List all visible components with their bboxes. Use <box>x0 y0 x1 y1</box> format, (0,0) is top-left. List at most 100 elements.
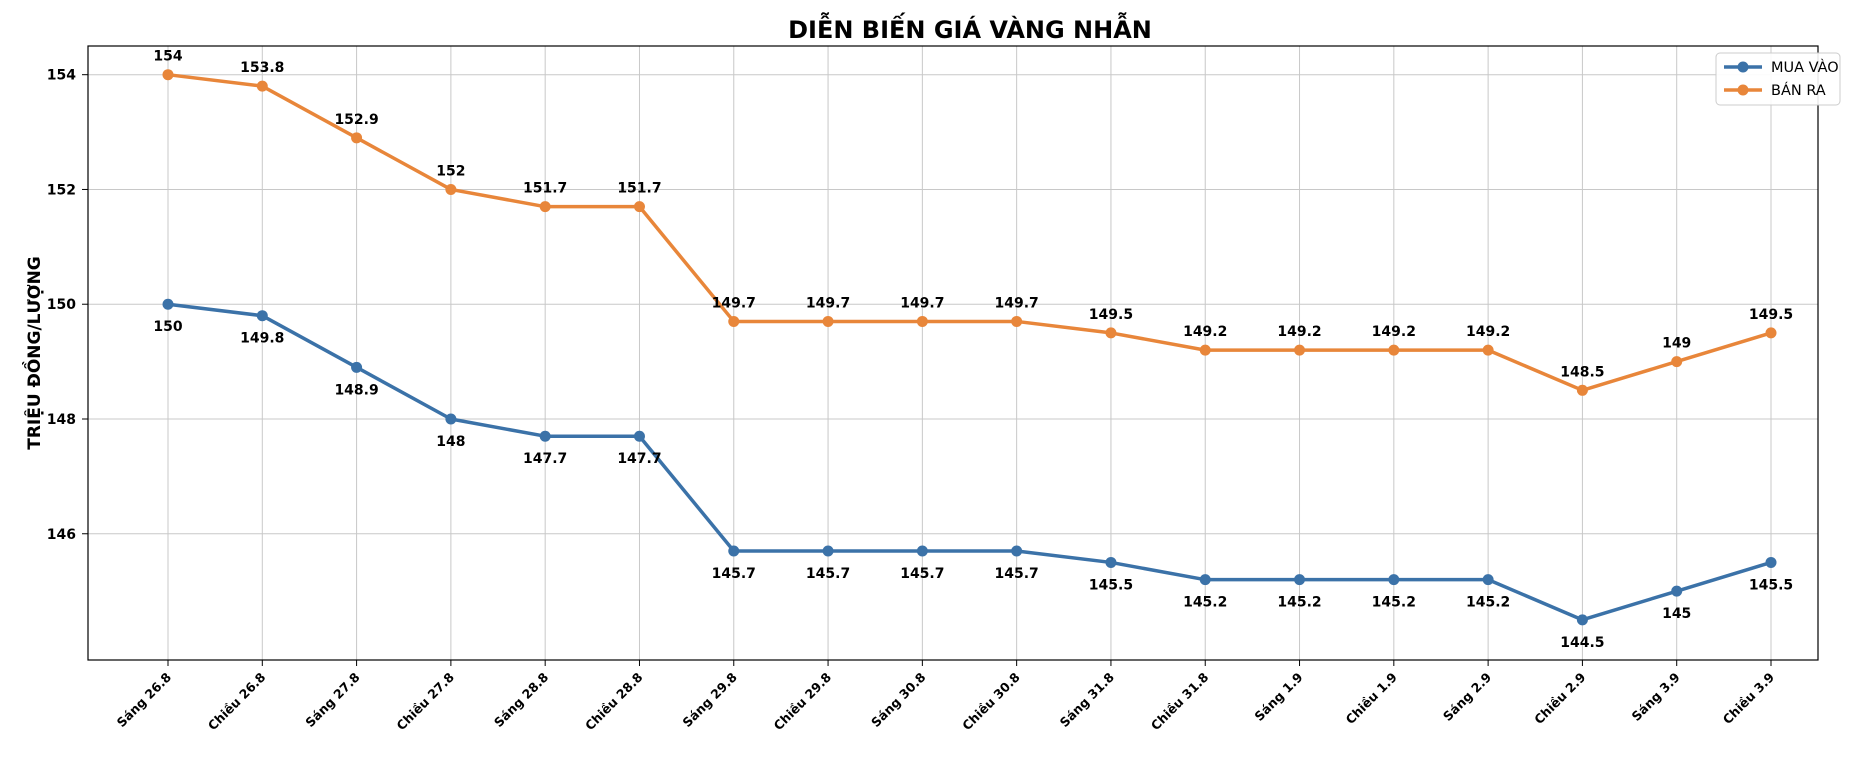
data-point <box>1388 344 1400 356</box>
tick-labels: 146 148 150 152 154 Sáng 26.8 Chiều 26.8 Sáng 2… <box>47 68 1777 733</box>
data-labels: 150 149.8 148.9 148 147.7 147.7 145.7 145.7 145.… <box>153 49 1793 651</box>
data-label: 149.7 <box>806 295 850 311</box>
data-point <box>916 545 928 557</box>
data-label: 154 <box>153 49 182 65</box>
data-point <box>1765 327 1777 339</box>
plot-frame <box>87 45 1819 661</box>
data-point <box>1482 574 1494 586</box>
legend-label: MUA VÀO <box>1771 59 1839 76</box>
data-point <box>162 69 174 81</box>
data-label: 149.2 <box>1372 324 1416 340</box>
data-label: 149.5 <box>1749 307 1793 323</box>
data-point <box>445 183 457 195</box>
data-label: 145.5 <box>1089 577 1133 593</box>
data-point <box>351 361 363 373</box>
x-tick-label: Chiều 28.8 <box>582 670 646 734</box>
data-label: 149.5 <box>1089 307 1133 323</box>
data-point <box>445 413 457 425</box>
data-label: 149.2 <box>1277 324 1321 340</box>
grid-lines <box>88 46 1818 660</box>
data-point <box>1105 556 1117 568</box>
x-tick-label: Chiều 30.8 <box>959 670 1023 734</box>
data-point <box>1388 574 1400 586</box>
data-label: 151.7 <box>617 181 661 197</box>
data-point <box>1765 556 1777 568</box>
data-label: 148 <box>436 434 465 450</box>
data-point <box>822 315 834 327</box>
data-point <box>1671 356 1683 368</box>
data-point <box>1199 344 1211 356</box>
chart-title: DIỄN BIẾN GIÁ VÀNG NHẪN <box>788 11 1152 44</box>
y-tick-label: 154 <box>47 68 76 84</box>
data-point <box>539 430 551 442</box>
data-point <box>1011 545 1023 557</box>
x-tick-label: Sáng 1.9 <box>1251 670 1305 724</box>
data-point <box>1482 344 1494 356</box>
data-point <box>633 201 645 213</box>
x-tick-label: Chiều 3.9 <box>1720 670 1777 727</box>
legend-swatch-marker <box>1737 61 1749 73</box>
series-line-0 <box>166 302 1773 622</box>
data-point <box>633 430 645 442</box>
data-label: 149.7 <box>900 295 944 311</box>
data-label: 151.7 <box>523 181 567 197</box>
y-tick-label: 146 <box>47 527 76 543</box>
data-label: 147.7 <box>523 451 567 467</box>
data-label: 152 <box>436 163 465 179</box>
series-layer <box>162 69 1777 626</box>
x-tick-label: Chiều 29.8 <box>771 670 835 734</box>
data-label: 148.5 <box>1560 364 1604 380</box>
data-label: 149.7 <box>712 295 756 311</box>
data-label: 150 <box>153 319 182 335</box>
data-point <box>822 545 834 557</box>
data-point <box>1011 315 1023 327</box>
x-tick-label: Chiều 2.9 <box>1531 670 1588 727</box>
x-tick-label: Sáng 29.8 <box>679 670 739 730</box>
data-point <box>728 315 740 327</box>
data-point <box>1294 344 1306 356</box>
data-label: 145.7 <box>994 566 1038 582</box>
data-point <box>1671 585 1683 597</box>
data-label: 145.2 <box>1277 595 1321 611</box>
data-point <box>728 545 740 557</box>
data-label: 145.2 <box>1372 595 1416 611</box>
data-label: 149.2 <box>1466 324 1510 340</box>
y-axis-label: TRIỆU ĐỒNG/LƯỢNG <box>21 256 45 450</box>
x-tick-label: Sáng 2.9 <box>1440 670 1494 724</box>
data-point <box>1294 574 1306 586</box>
data-point <box>539 201 551 213</box>
y-tick-label: 150 <box>47 297 76 313</box>
data-label: 145.7 <box>900 566 944 582</box>
data-point <box>1576 384 1588 396</box>
data-label: 149 <box>1662 336 1691 352</box>
x-tick-label: Sáng 28.8 <box>491 670 551 730</box>
legend: MUA VÀO BÁN RA <box>1715 52 1841 106</box>
series-line-1 <box>166 72 1773 393</box>
axes <box>82 45 1819 666</box>
x-tick-label: Chiều 26.8 <box>205 670 269 734</box>
data-point <box>1576 614 1588 626</box>
x-tick-label: Chiều 27.8 <box>393 670 457 734</box>
data-point <box>1199 574 1211 586</box>
data-label: 145.2 <box>1183 595 1227 611</box>
x-tick-label: Chiều 31.8 <box>1148 670 1212 734</box>
x-tick-label: Sáng 26.8 <box>114 670 174 730</box>
data-label: 149.7 <box>994 295 1038 311</box>
x-tick-label: Sáng 30.8 <box>868 670 928 730</box>
data-label: 149.8 <box>240 331 284 347</box>
data-label: 145.2 <box>1466 595 1510 611</box>
data-label: 148.9 <box>334 382 378 398</box>
y-tick-label: 152 <box>47 182 76 198</box>
legend-label: BÁN RA <box>1771 82 1826 99</box>
data-point <box>351 132 363 144</box>
data-label: 149.2 <box>1183 324 1227 340</box>
data-point <box>256 310 268 322</box>
x-tick-label: Chiều 1.9 <box>1343 670 1400 727</box>
data-label: 144.5 <box>1560 635 1604 651</box>
data-point <box>1105 327 1117 339</box>
data-point <box>916 315 928 327</box>
data-label: 145.7 <box>806 566 850 582</box>
data-label: 145.7 <box>712 566 756 582</box>
x-tick-label: Sáng 27.8 <box>302 670 362 730</box>
